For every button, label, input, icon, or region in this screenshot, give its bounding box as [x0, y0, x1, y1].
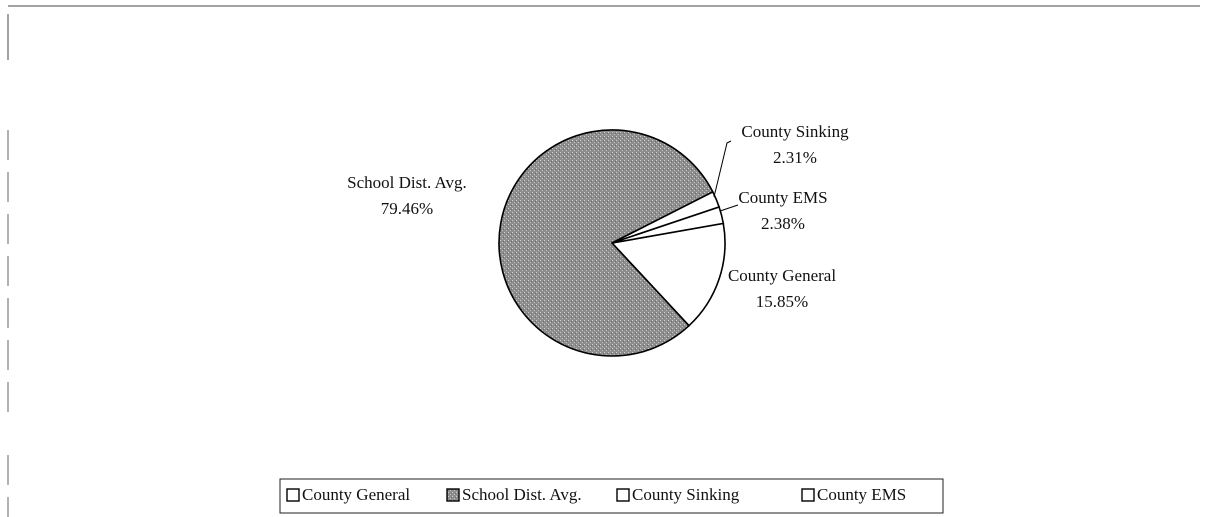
- legend-label: School Dist. Avg.: [462, 485, 582, 504]
- frame: [7, 5, 1200, 60]
- legend-label: County EMS: [817, 485, 906, 504]
- legend-label: County Sinking: [632, 485, 740, 504]
- legend-label: County General: [302, 485, 410, 504]
- slice-label: County General: [728, 266, 836, 285]
- pie-slice: [610, 222, 726, 327]
- legend-swatch: [616, 488, 630, 502]
- pie-slice: [498, 129, 714, 357]
- slice-label: School Dist. Avg.: [347, 173, 467, 192]
- slice-value: 15.85%: [756, 292, 808, 311]
- legend-swatch: [801, 488, 815, 502]
- leader-line: [713, 140, 732, 198]
- slice-value: 2.38%: [761, 214, 805, 233]
- pie-slice: [611, 206, 725, 244]
- slice-label: County Sinking: [741, 122, 849, 141]
- slice-value: 2.31%: [773, 148, 817, 167]
- legend-swatch: [286, 488, 300, 502]
- slice-label: County EMS: [738, 188, 827, 207]
- legend-swatch: [446, 488, 460, 502]
- slice-value: 79.46%: [381, 199, 433, 218]
- legend-box: [279, 478, 944, 514]
- leader-line: [719, 204, 739, 212]
